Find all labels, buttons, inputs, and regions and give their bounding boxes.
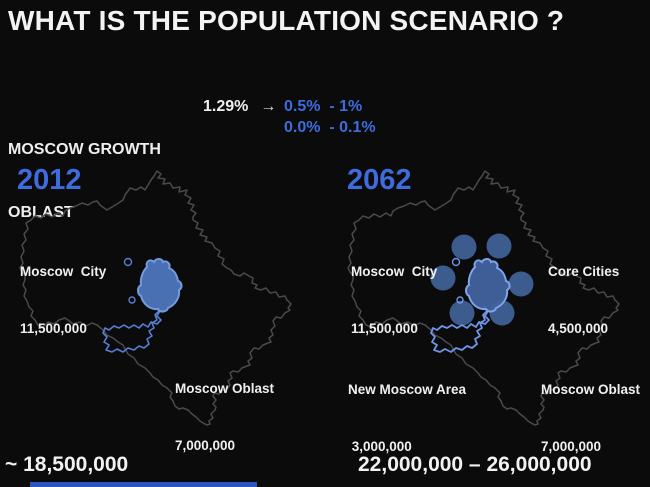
small-settlement-ring xyxy=(123,257,133,267)
map-2012: 2012 Moscow City 11,500,000 Moscow Oblas… xyxy=(10,158,322,458)
core-city-circle xyxy=(451,234,477,260)
moscow-city-shape xyxy=(465,258,511,313)
core-cities-label: Core Cities 4,500,000 xyxy=(548,224,619,376)
moscow-city-name: Moscow City xyxy=(351,264,438,279)
slide-title: WHAT IS THE POPULATION SCENARIO ? xyxy=(8,5,565,36)
growth-current: 1.29% → xyxy=(203,98,276,116)
moscow-oblast-population: 7,000,000 xyxy=(175,438,236,453)
moscow-oblast-population: 7,000,000 xyxy=(541,439,602,454)
moscow-city-label: Moscow City 11,500,000 xyxy=(351,224,437,376)
moscow-oblast-name: Moscow Oblast xyxy=(541,382,641,397)
total-2012: ~ 18,500,000 xyxy=(5,453,129,476)
moscow-city-shape xyxy=(137,258,183,313)
moscow-oblast-label: Moscow Oblast 7,000,000 xyxy=(541,342,640,487)
growth-current-rate: 1.29% xyxy=(203,98,249,115)
core-cities-name: Core Cities xyxy=(548,264,620,279)
map-2062-canvas xyxy=(347,170,620,426)
moscow-oblast-label: Moscow Oblast 7,000,000 xyxy=(175,341,274,487)
bottom-accent-bar xyxy=(30,482,257,487)
moscow-city-name: Moscow City xyxy=(20,264,107,279)
map-2062: 2062 Moscow City 11,500,000 Core Cities … xyxy=(338,158,650,458)
year-label-2012: 2012 xyxy=(17,164,82,196)
growth-city-projection: 0.5% - 1% xyxy=(284,98,363,115)
moscow-city-label: Moscow City 11,500,000 xyxy=(20,224,106,376)
growth-heading-line2: OBLAST xyxy=(8,204,74,221)
core-cities-population: 4,500,000 xyxy=(548,321,609,336)
new-moscow-name: New Moscow Area xyxy=(348,382,467,397)
growth-heading-line1: MOSCOW GROWTH xyxy=(8,141,161,158)
new-moscow-core-circle xyxy=(449,300,475,326)
map-2012-canvas xyxy=(19,170,292,426)
total-2062: 22,000,000 – 26,000,000 xyxy=(358,453,592,476)
moscow-city-population: 11,500,000 xyxy=(351,321,418,336)
small-settlement-ring xyxy=(456,296,464,304)
moscow-city-population: 11,500,000 xyxy=(20,321,87,336)
core-city-circle xyxy=(430,265,456,291)
new-moscow-label: New Moscow Area 3,000,000 xyxy=(348,342,466,487)
moscow-oblast-name: Moscow Oblast xyxy=(175,381,275,396)
new-moscow-area-outline xyxy=(102,305,162,353)
growth-heading: MOSCOW GROWTH OBLAST xyxy=(8,97,161,265)
year-label-2062: 2062 xyxy=(347,164,412,196)
new-moscow-population: 3,000,000 xyxy=(348,439,412,454)
core-city-circle xyxy=(486,233,512,259)
small-settlement-ring xyxy=(128,296,136,304)
small-settlement-ring xyxy=(451,257,461,267)
right-arrow-icon: → xyxy=(260,98,277,115)
growth-oblast-projection: 0.0% - 0.1% xyxy=(284,119,376,136)
core-city-circle xyxy=(508,271,534,297)
